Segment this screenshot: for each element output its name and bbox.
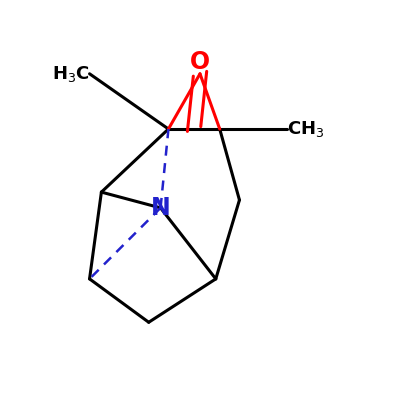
Text: CH$_3$: CH$_3$ — [287, 119, 324, 139]
Text: H$_3$C: H$_3$C — [52, 64, 90, 84]
Text: O: O — [190, 50, 210, 74]
Text: N: N — [151, 196, 170, 220]
